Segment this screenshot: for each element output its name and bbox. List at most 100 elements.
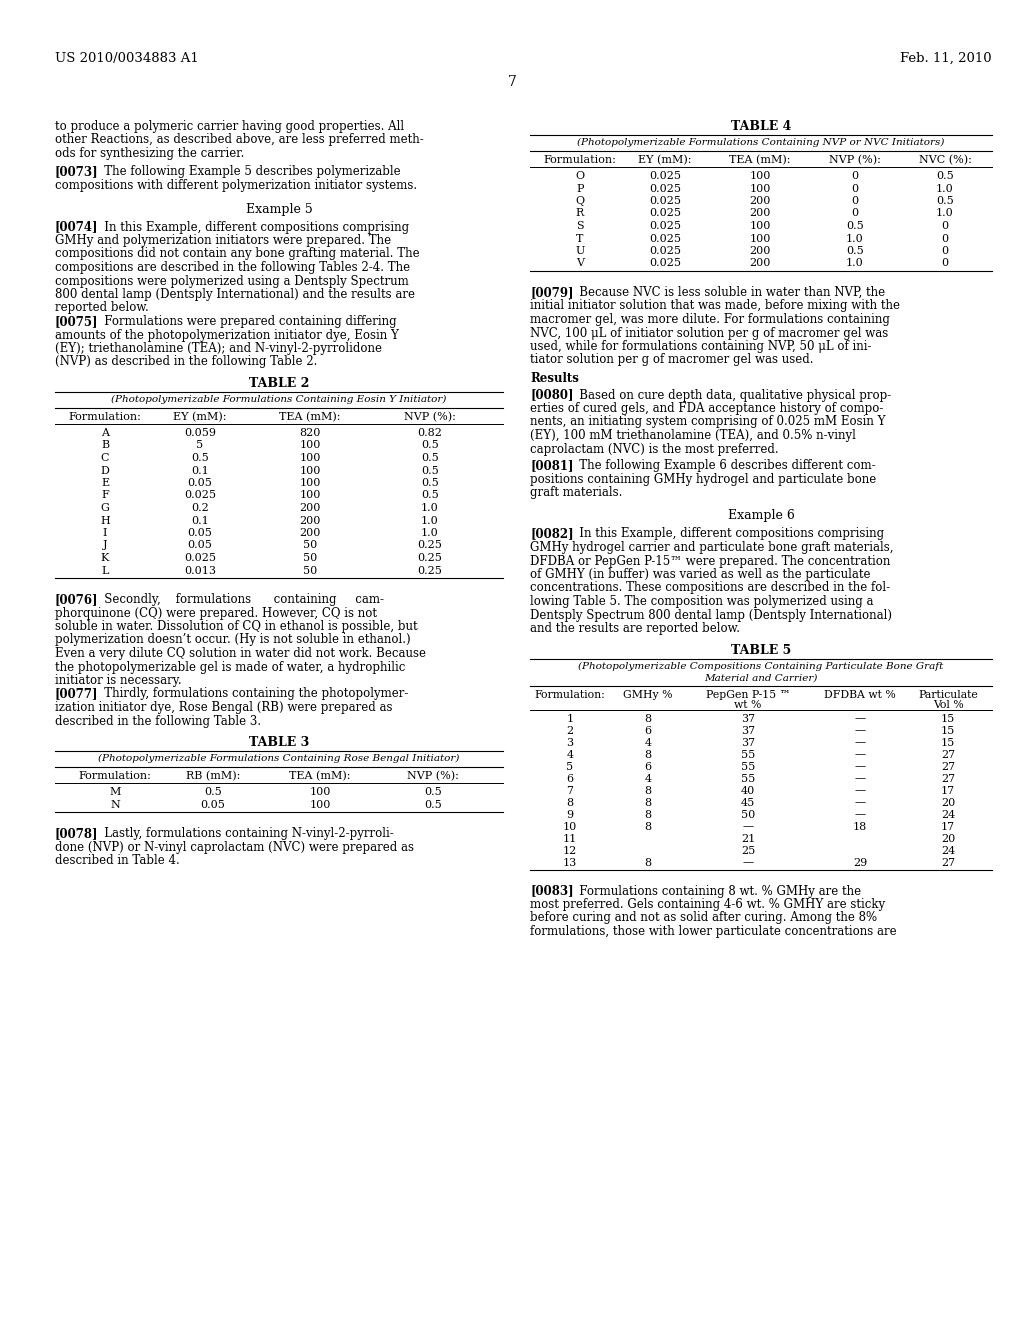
Text: before curing and not as solid after curing. Among the 8%: before curing and not as solid after cur…	[530, 912, 878, 924]
Text: 0.5: 0.5	[846, 220, 864, 231]
Text: O: O	[575, 172, 585, 181]
Text: used, while for formulations containing NVP, 50 μL of ini-: used, while for formulations containing …	[530, 341, 871, 352]
Text: P: P	[577, 183, 584, 194]
Text: V: V	[575, 259, 584, 268]
Text: 0.025: 0.025	[184, 553, 216, 564]
Text: 0.25: 0.25	[418, 540, 442, 550]
Text: 0.1: 0.1	[191, 516, 209, 525]
Text: 15: 15	[941, 714, 955, 723]
Text: 13: 13	[563, 858, 578, 867]
Text: most preferred. Gels containing 4-6 wt. % GMHY are sticky: most preferred. Gels containing 4-6 wt. …	[530, 898, 885, 911]
Text: 40: 40	[741, 785, 755, 796]
Text: 27: 27	[941, 762, 955, 771]
Text: Formulation:: Formulation:	[79, 771, 152, 781]
Text: TEA (mM):: TEA (mM):	[280, 412, 341, 422]
Text: 800 dental lamp (Dentsply International) and the results are: 800 dental lamp (Dentsply International)…	[55, 288, 415, 301]
Text: Example 5: Example 5	[246, 202, 312, 215]
Text: 0.5: 0.5	[421, 466, 439, 475]
Text: 1.0: 1.0	[421, 516, 439, 525]
Text: 4: 4	[644, 738, 651, 747]
Text: ods for synthesizing the carrier.: ods for synthesizing the carrier.	[55, 147, 245, 160]
Text: 0.025: 0.025	[649, 220, 681, 231]
Text: 4: 4	[644, 774, 651, 784]
Text: Q: Q	[575, 195, 585, 206]
Text: NVP (%):: NVP (%):	[829, 154, 881, 165]
Text: 50: 50	[303, 553, 317, 564]
Text: 0.05: 0.05	[187, 478, 212, 488]
Text: The following Example 5 describes polymerizable: The following Example 5 describes polyme…	[93, 165, 400, 178]
Text: 0.82: 0.82	[418, 428, 442, 438]
Text: 8: 8	[566, 797, 573, 808]
Text: Formulations were prepared containing differing: Formulations were prepared containing di…	[93, 315, 396, 327]
Text: 5: 5	[197, 441, 204, 450]
Text: 200: 200	[299, 528, 321, 539]
Text: [0078]: [0078]	[55, 828, 98, 840]
Text: C: C	[100, 453, 110, 463]
Text: compositions with different polymerization initiator systems.: compositions with different polymerizati…	[55, 180, 417, 191]
Text: 0: 0	[941, 234, 948, 243]
Text: Because NVC is less soluble in water than NVP, the: Because NVC is less soluble in water tha…	[568, 286, 885, 300]
Text: —: —	[854, 738, 865, 747]
Text: 29: 29	[853, 858, 867, 867]
Text: 0.013: 0.013	[184, 565, 216, 576]
Text: 24: 24	[941, 846, 955, 855]
Text: 0.025: 0.025	[649, 209, 681, 219]
Text: The following Example 6 describes different com-: The following Example 6 describes differ…	[568, 459, 876, 473]
Text: Formulation:: Formulation:	[535, 689, 605, 700]
Text: 0.5: 0.5	[846, 246, 864, 256]
Text: 100: 100	[299, 453, 321, 463]
Text: 4: 4	[566, 750, 573, 759]
Text: initiator is necessary.: initiator is necessary.	[55, 675, 181, 686]
Text: 1.0: 1.0	[846, 234, 864, 243]
Text: 50: 50	[741, 809, 755, 820]
Text: 15: 15	[941, 726, 955, 735]
Text: 8: 8	[644, 858, 651, 867]
Text: 200: 200	[750, 209, 771, 219]
Text: NVP (%):: NVP (%):	[404, 412, 456, 422]
Text: 55: 55	[741, 774, 755, 784]
Text: EY (mM):: EY (mM):	[173, 412, 226, 422]
Text: 0.5: 0.5	[421, 491, 439, 500]
Text: 11: 11	[563, 833, 578, 843]
Text: TEA (mM):: TEA (mM):	[729, 154, 791, 165]
Text: 200: 200	[750, 246, 771, 256]
Text: nents, an initiating system comprising of 0.025 mM Eosin Y: nents, an initiating system comprising o…	[530, 416, 886, 429]
Text: 21: 21	[741, 833, 755, 843]
Text: [0079]: [0079]	[530, 286, 573, 300]
Text: 7: 7	[508, 75, 516, 88]
Text: GMHy and polymerization initiators were prepared. The: GMHy and polymerization initiators were …	[55, 234, 391, 247]
Text: to produce a polymeric carrier having good properties. All: to produce a polymeric carrier having go…	[55, 120, 404, 133]
Text: Vol %: Vol %	[933, 701, 964, 710]
Text: Lastly, formulations containing N-vinyl-2-pyrroli-: Lastly, formulations containing N-vinyl-…	[93, 828, 394, 840]
Text: 8: 8	[644, 821, 651, 832]
Text: described in the following Table 3.: described in the following Table 3.	[55, 714, 261, 727]
Text: 0: 0	[851, 195, 858, 206]
Text: 1.0: 1.0	[846, 259, 864, 268]
Text: 0.1: 0.1	[191, 466, 209, 475]
Text: 27: 27	[941, 750, 955, 759]
Text: 0.025: 0.025	[649, 183, 681, 194]
Text: 0: 0	[851, 209, 858, 219]
Text: of GMHY (in buffer) was varied as well as the particulate: of GMHY (in buffer) was varied as well a…	[530, 568, 870, 581]
Text: initial initiator solution that was made, before mixing with the: initial initiator solution that was made…	[530, 300, 900, 313]
Text: 0: 0	[941, 246, 948, 256]
Text: RB (mM):: RB (mM):	[185, 771, 241, 781]
Text: 8: 8	[644, 809, 651, 820]
Text: 0.025: 0.025	[649, 234, 681, 243]
Text: 0: 0	[851, 172, 858, 181]
Text: 37: 37	[741, 726, 755, 735]
Text: [0074]: [0074]	[55, 220, 98, 234]
Text: —: —	[854, 762, 865, 771]
Text: [0075]: [0075]	[55, 315, 98, 327]
Text: tiator solution per g of macromer gel was used.: tiator solution per g of macromer gel wa…	[530, 354, 813, 367]
Text: 100: 100	[299, 478, 321, 488]
Text: NVC (%):: NVC (%):	[919, 154, 972, 165]
Text: 27: 27	[941, 774, 955, 784]
Text: [0080]: [0080]	[530, 388, 573, 401]
Text: 5: 5	[566, 762, 573, 771]
Text: 8: 8	[644, 797, 651, 808]
Text: H: H	[100, 516, 110, 525]
Text: Particulate: Particulate	[919, 689, 978, 700]
Text: S: S	[577, 220, 584, 231]
Text: EY (mM):: EY (mM):	[638, 154, 692, 165]
